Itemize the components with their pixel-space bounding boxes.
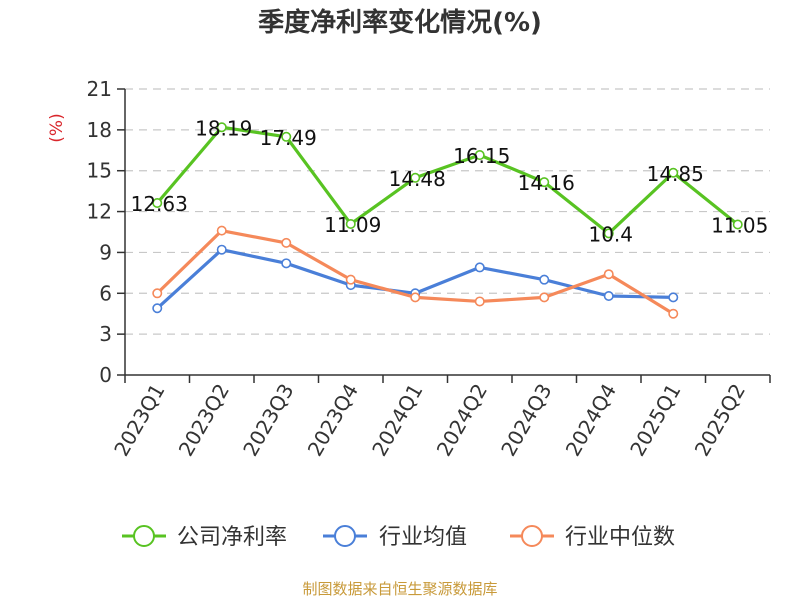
data-point xyxy=(152,303,163,314)
legend: 公司净利率 行业均值 行业中位数 xyxy=(122,525,675,550)
x-tick-label: 2025Q1 xyxy=(625,380,685,461)
data-label: 11.05 xyxy=(711,214,768,238)
data-point xyxy=(539,274,550,285)
data-point xyxy=(152,288,163,299)
data-point xyxy=(216,244,227,255)
legend-label-0: 公司净利率 xyxy=(177,525,287,550)
y-tick-label: 9 xyxy=(99,240,112,264)
legend-label-1: 行业均值 xyxy=(379,525,467,550)
data-label: 14.16 xyxy=(518,171,575,195)
legend-marker-2 xyxy=(521,525,543,547)
data-point xyxy=(216,122,227,133)
data-point xyxy=(410,292,421,303)
data-point xyxy=(603,291,614,302)
data-label: 12.63 xyxy=(131,192,188,216)
legend-marker-1 xyxy=(334,525,356,547)
x-tick-label: 2024Q1 xyxy=(367,380,427,461)
x-tick-label: 2023Q2 xyxy=(174,380,234,461)
x-tick-label: 2024Q2 xyxy=(432,380,492,461)
data-point xyxy=(668,292,679,303)
x-tick-label: 2024Q4 xyxy=(561,380,621,461)
data-label: 18.19 xyxy=(195,116,252,140)
y-tick-label: 18 xyxy=(87,118,112,142)
data-point xyxy=(474,296,485,307)
data-point xyxy=(281,237,292,248)
chart-title: 季度净利率变化情况(%) xyxy=(258,8,542,38)
x-tick-label: 2025Q2 xyxy=(690,380,750,461)
x-tick-label: 2024Q3 xyxy=(496,380,556,461)
legend-marker-0 xyxy=(133,525,155,547)
data-point xyxy=(410,172,421,183)
data-point xyxy=(603,228,614,239)
data-point xyxy=(281,258,292,269)
data-point xyxy=(603,269,614,280)
data-point xyxy=(539,292,550,303)
y-tick-label: 0 xyxy=(99,363,112,387)
data-point xyxy=(668,308,679,319)
data-point xyxy=(345,218,356,229)
data-point xyxy=(474,262,485,273)
data-point xyxy=(539,177,550,188)
data-label: 14.48 xyxy=(389,167,446,191)
data-label: 17.49 xyxy=(260,126,317,150)
data-point xyxy=(345,274,356,285)
data-point xyxy=(474,150,485,161)
y-tick-label: 6 xyxy=(99,281,112,305)
data-labels: 12.63 18.19 17.49 11.09 14.48 16.15 14.16 10.4 1… xyxy=(131,116,769,246)
source-note: 制图数据来自恒生聚源数据库 xyxy=(302,580,498,598)
grid-lines xyxy=(125,88,770,335)
data-label: 10.4 xyxy=(588,222,633,246)
y-tick-label: 15 xyxy=(87,159,112,183)
y-axis-label: (%) xyxy=(47,113,67,142)
data-point xyxy=(668,167,679,178)
x-tick-label: 2023Q4 xyxy=(303,380,363,461)
y-tick-label: 12 xyxy=(87,200,112,224)
data-point xyxy=(281,131,292,142)
y-tick-label: 21 xyxy=(87,77,112,101)
data-label: 11.09 xyxy=(324,213,381,237)
x-tick-label: 2023Q1 xyxy=(109,380,169,461)
series-group xyxy=(152,122,743,319)
legend-label-2: 行业中位数 xyxy=(565,525,675,550)
data-label: 16.15 xyxy=(453,144,510,168)
data-point xyxy=(732,219,743,230)
y-axis-label-text: (%) xyxy=(47,113,67,142)
series-line-0 xyxy=(156,125,739,235)
data-point xyxy=(152,197,163,208)
data-point xyxy=(216,225,227,236)
data-label: 14.85 xyxy=(647,162,704,186)
x-tick-label: 2023Q3 xyxy=(238,380,298,461)
y-tick-label: 3 xyxy=(99,322,112,346)
